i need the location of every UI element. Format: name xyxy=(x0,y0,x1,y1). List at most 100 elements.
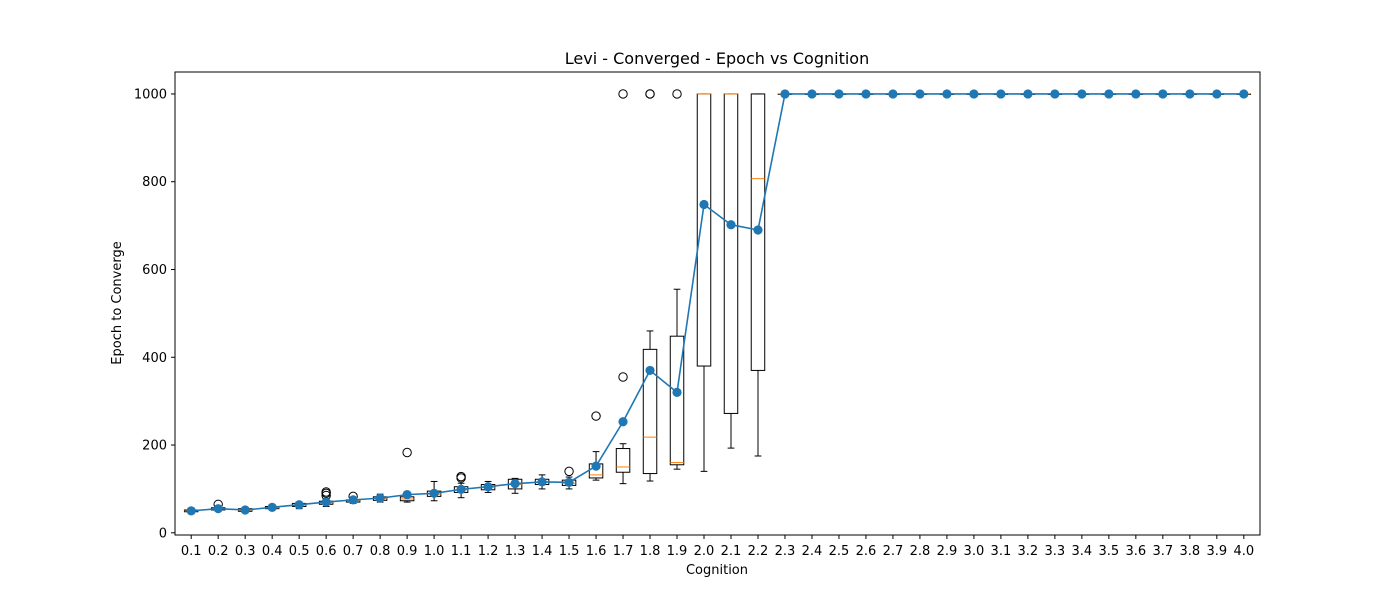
plot-frame xyxy=(174,71,1261,536)
mean-point-36 xyxy=(1158,89,1168,99)
mean-point-25 xyxy=(861,89,871,99)
x-tick-label-15: 1.6 xyxy=(586,544,607,559)
mean-point-22 xyxy=(780,89,790,99)
y-tick-label-3: 600 xyxy=(142,263,167,278)
x-tick-label-3: 0.4 xyxy=(262,544,283,559)
y-tick-label-5: 1000 xyxy=(134,87,167,102)
mean-point-15 xyxy=(591,461,601,471)
mean-point-17 xyxy=(645,365,655,376)
x-tick-label-33: 3.4 xyxy=(1072,544,1093,559)
mean-point-21 xyxy=(753,225,763,235)
x-tick-label-37: 3.8 xyxy=(1179,544,1200,559)
box-20 xyxy=(723,93,739,414)
x-tick-label-18: 1.9 xyxy=(667,544,688,559)
flier-16-0 xyxy=(618,372,628,382)
mean-point-32 xyxy=(1050,89,1060,99)
flier-16-1 xyxy=(618,89,628,99)
x-tick-label-21: 2.2 xyxy=(748,544,769,559)
mean-point-4 xyxy=(294,500,304,510)
x-tick-label-38: 3.9 xyxy=(1206,544,1227,559)
box-18 xyxy=(669,335,685,466)
x-tick-label-31: 3.2 xyxy=(1018,544,1039,559)
x-tick-label-22: 2.3 xyxy=(775,544,796,559)
x-tick-label-29: 3.0 xyxy=(964,544,985,559)
mean-point-0 xyxy=(186,506,196,516)
box-19 xyxy=(696,93,712,367)
x-tick-label-24: 2.5 xyxy=(829,544,850,559)
x-tick-label-16: 1.7 xyxy=(613,544,634,559)
mean-point-27 xyxy=(915,89,925,99)
x-tick-label-13: 1.4 xyxy=(532,544,553,559)
mean-point-38 xyxy=(1212,89,1222,99)
x-tick-label-17: 1.8 xyxy=(640,544,661,559)
mean-point-6 xyxy=(348,495,358,505)
mean-point-28 xyxy=(942,89,952,99)
x-tick-label-11: 1.2 xyxy=(478,544,499,559)
mean-line xyxy=(191,93,1244,512)
mean-point-13 xyxy=(537,477,547,487)
x-tick-label-20: 2.1 xyxy=(721,544,742,559)
mean-point-3 xyxy=(267,502,277,512)
mean-point-8 xyxy=(402,490,412,500)
x-tick-label-2: 0.3 xyxy=(235,544,256,559)
x-tick-label-10: 1.1 xyxy=(451,544,472,559)
flier-15-0 xyxy=(591,411,601,421)
mean-point-23 xyxy=(807,89,817,99)
mean-point-1 xyxy=(213,504,223,514)
mean-point-11 xyxy=(483,482,493,492)
flier-17-1 xyxy=(645,89,655,99)
box-17 xyxy=(642,348,658,475)
mean-point-31 xyxy=(1023,89,1033,99)
mean-point-2 xyxy=(240,505,250,515)
x-tick-label-28: 2.9 xyxy=(937,544,958,559)
x-axis-label: Cognition xyxy=(686,563,748,578)
x-tick-label-9: 1.0 xyxy=(424,544,445,559)
box-16 xyxy=(615,448,631,473)
mean-point-37 xyxy=(1185,89,1195,99)
x-tick-label-8: 0.9 xyxy=(397,544,418,559)
mean-point-9 xyxy=(429,488,439,498)
x-tick-label-25: 2.6 xyxy=(856,544,877,559)
chart-title: Levi - Converged - Epoch vs Cognition xyxy=(565,49,869,68)
flier-10-1 xyxy=(456,471,466,482)
x-tick-label-0: 0.1 xyxy=(181,544,202,559)
x-tick-label-36: 3.7 xyxy=(1152,544,1173,559)
mean-point-19 xyxy=(699,199,709,210)
y-tick-label-1: 200 xyxy=(142,439,167,454)
x-tick-label-1: 0.2 xyxy=(208,544,229,559)
x-tick-label-39: 4.0 xyxy=(1233,544,1254,559)
x-tick-label-26: 2.7 xyxy=(883,544,904,559)
flier-18-0 xyxy=(672,89,682,99)
mean-point-29 xyxy=(969,89,979,99)
mean-point-10 xyxy=(456,484,466,494)
mean-point-5 xyxy=(321,497,331,507)
mean-point-24 xyxy=(834,89,844,99)
x-tick-label-35: 3.6 xyxy=(1126,544,1147,559)
mean-point-33 xyxy=(1077,89,1087,99)
mean-point-16 xyxy=(618,417,628,427)
x-tick-label-19: 2.0 xyxy=(694,544,715,559)
x-tick-label-6: 0.7 xyxy=(343,544,364,559)
x-tick-label-7: 0.8 xyxy=(370,544,391,559)
x-tick-label-23: 2.4 xyxy=(802,544,823,559)
x-tick-label-5: 0.6 xyxy=(316,544,337,559)
mean-point-39 xyxy=(1239,89,1249,99)
y-tick-label-4: 800 xyxy=(142,175,167,190)
flier-8-0 xyxy=(402,447,412,458)
x-tick-label-14: 1.5 xyxy=(559,544,580,559)
mean-point-18 xyxy=(672,387,682,397)
mean-point-26 xyxy=(888,89,898,99)
mean-point-34 xyxy=(1104,89,1114,99)
x-tick-label-12: 1.3 xyxy=(505,544,526,559)
y-tick-label-2: 400 xyxy=(142,351,167,366)
mean-point-20 xyxy=(726,220,736,230)
x-tick-label-27: 2.8 xyxy=(910,544,931,559)
x-tick-label-30: 3.1 xyxy=(991,544,1012,559)
x-tick-label-34: 3.5 xyxy=(1099,544,1120,559)
y-tick-label-0: 0 xyxy=(159,526,167,541)
mean-point-7 xyxy=(375,493,385,503)
plot-area: 0 200 400 600 800 1000 0.1 0.2 0.3 0.4 0.5 0.6 0.7 0.… xyxy=(134,71,1261,559)
mean-point-14 xyxy=(564,477,574,487)
box-21 xyxy=(750,93,766,371)
